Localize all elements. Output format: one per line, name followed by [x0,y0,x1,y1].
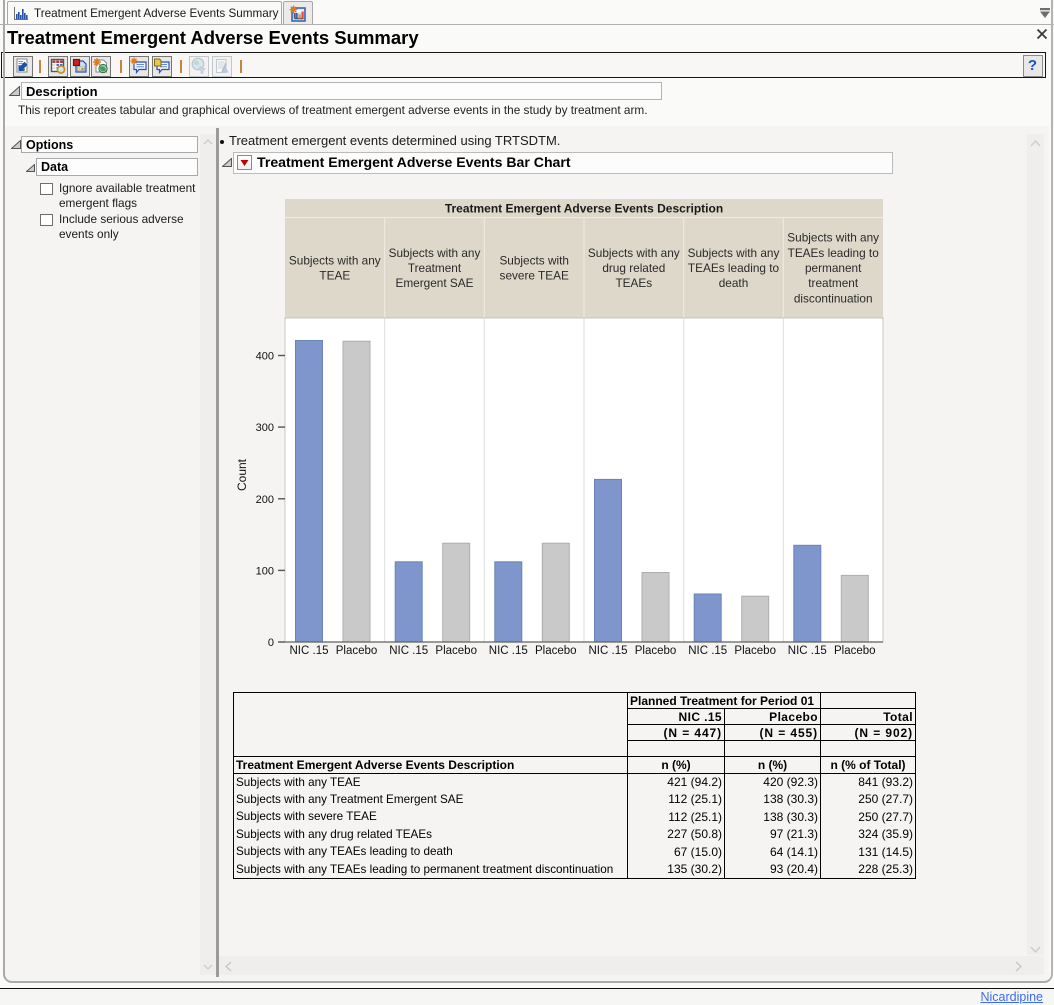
svg-text:Count: Count [235,458,249,491]
svg-text:discontinuation: discontinuation [794,291,873,305]
svg-text:Subjects with any: Subjects with any [389,246,481,260]
svg-text:0: 0 [268,637,274,649]
svg-text:NIC .15: NIC .15 [788,645,827,657]
svg-text:TEAEs leading to: TEAEs leading to [788,246,880,260]
svg-text:Placebo: Placebo [435,645,477,657]
svg-text:drug related: drug related [602,261,665,275]
svg-text:Placebo: Placebo [635,645,677,657]
svg-text:NIC .15: NIC .15 [688,645,727,657]
svg-text:Treatment Emergent Adverse Eve: Treatment Emergent Adverse Events Descri… [445,202,723,216]
svg-text:Subjects with any: Subjects with any [289,253,381,267]
svg-text:Treatment: Treatment [408,261,462,275]
svg-text:Emergent SAE: Emergent SAE [395,276,473,290]
svg-text:Subjects with any: Subjects with any [787,231,879,245]
svg-text:300: 300 [256,422,274,434]
svg-text:Subjects with any: Subjects with any [688,246,780,260]
svg-text:Placebo: Placebo [535,645,577,657]
svg-text:Subjects with any: Subjects with any [588,246,680,260]
svg-text:death: death [719,276,749,290]
svg-text:permanent: permanent [805,261,862,275]
svg-text:severe TEAE: severe TEAE [500,269,569,283]
svg-text:Placebo: Placebo [336,645,378,657]
svg-text:Placebo: Placebo [834,645,876,657]
svg-text:100: 100 [256,565,274,577]
svg-text:TEAEs leading to: TEAEs leading to [688,261,780,275]
svg-text:NIC .15: NIC .15 [489,645,528,657]
svg-text:Placebo: Placebo [734,645,776,657]
svg-text:NIC .15: NIC .15 [389,645,428,657]
svg-text:400: 400 [256,351,274,363]
svg-text:200: 200 [256,494,274,506]
svg-text:treatment: treatment [808,276,859,290]
svg-text:TEAE: TEAE [319,269,350,283]
svg-text:TEAEs: TEAEs [615,276,652,290]
svg-text:NIC .15: NIC .15 [290,645,329,657]
svg-text:Subjects with: Subjects with [499,253,569,267]
svg-text:NIC .15: NIC .15 [589,645,628,657]
